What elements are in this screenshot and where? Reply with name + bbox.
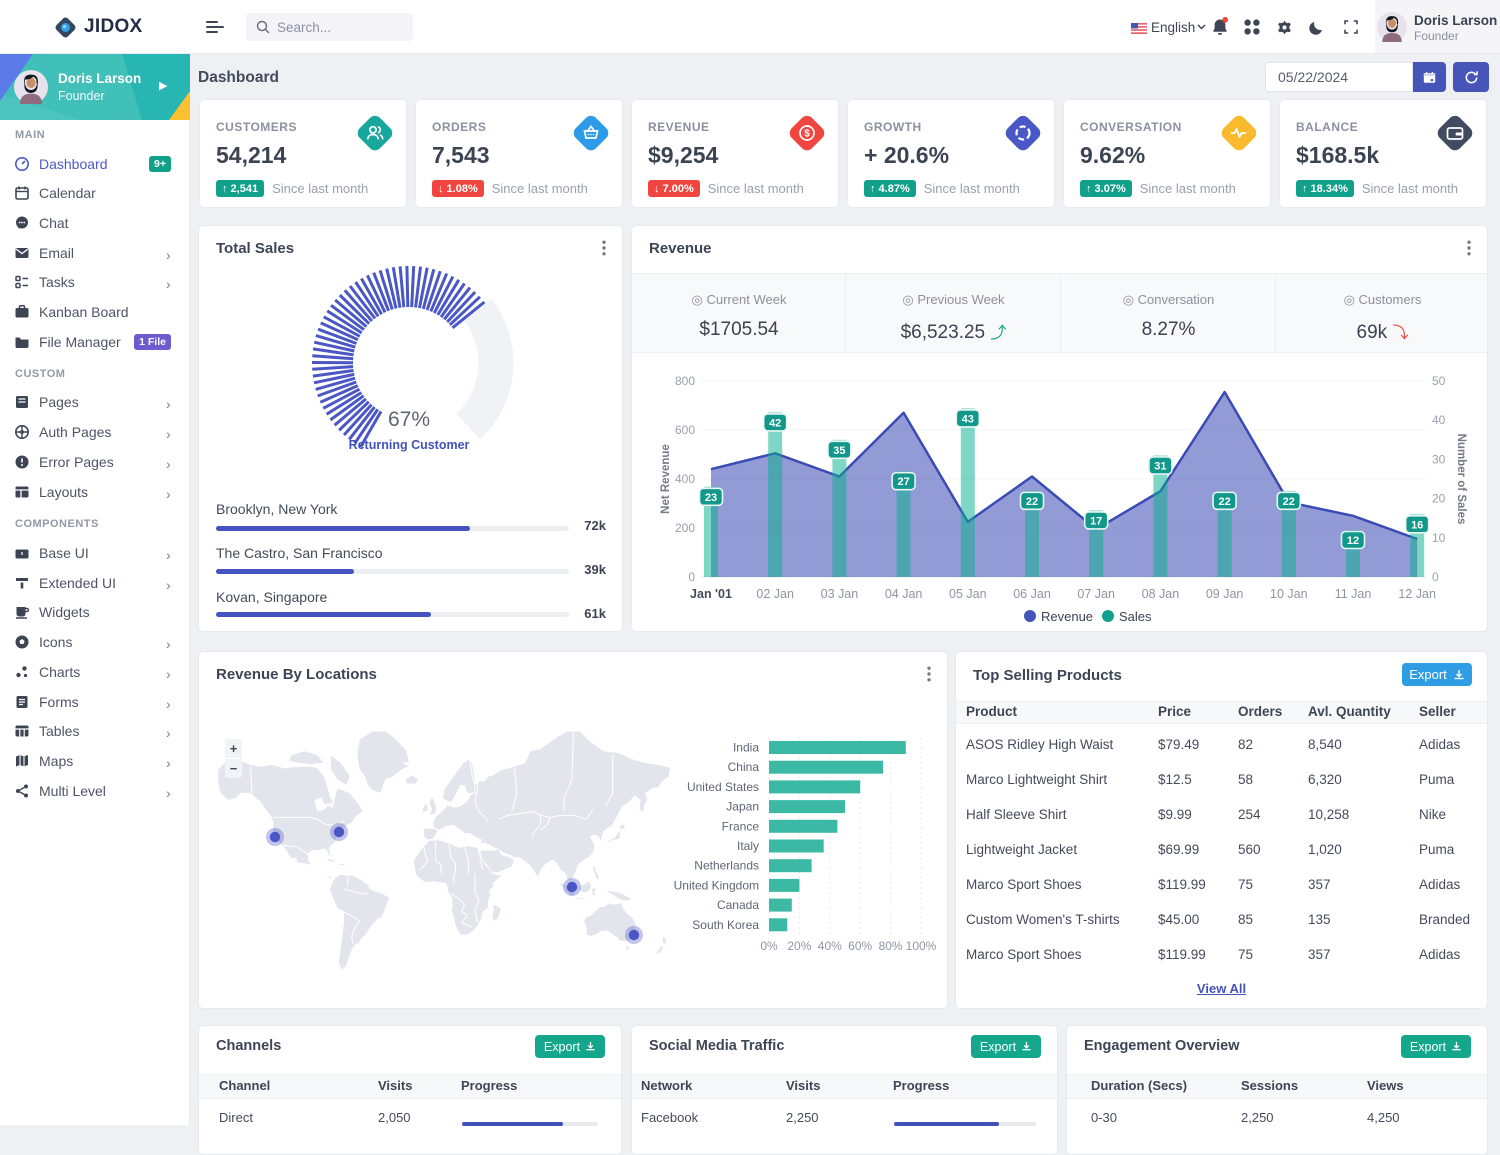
svg-text:600: 600 bbox=[675, 423, 695, 437]
svg-text:200: 200 bbox=[675, 521, 695, 535]
svg-text:France: France bbox=[722, 819, 760, 833]
svg-text:10: 10 bbox=[1432, 531, 1446, 545]
svg-text:Netherlands: Netherlands bbox=[694, 859, 759, 873]
svg-text:12: 12 bbox=[1347, 535, 1359, 547]
svg-text:02 Jan: 02 Jan bbox=[756, 587, 794, 601]
svg-text:17: 17 bbox=[1090, 515, 1102, 527]
svg-text:United Kingdom: United Kingdom bbox=[674, 878, 759, 892]
svg-text:42: 42 bbox=[769, 417, 781, 429]
svg-text:23: 23 bbox=[705, 492, 717, 504]
svg-text:80%: 80% bbox=[879, 939, 903, 953]
svg-text:50: 50 bbox=[1432, 374, 1446, 388]
svg-text:10 Jan: 10 Jan bbox=[1270, 587, 1308, 601]
svg-text:06 Jan: 06 Jan bbox=[1013, 587, 1051, 601]
svg-text:Number of Sales: Number of Sales bbox=[1455, 434, 1467, 525]
svg-text:400: 400 bbox=[675, 472, 695, 486]
svg-text:20%: 20% bbox=[787, 939, 811, 953]
svg-text:Canada: Canada bbox=[717, 898, 759, 912]
svg-text:40%: 40% bbox=[818, 939, 842, 953]
svg-text:$: $ bbox=[804, 129, 810, 140]
svg-text:40: 40 bbox=[1432, 413, 1446, 427]
svg-text:United States: United States bbox=[687, 780, 759, 794]
svg-text:Net Revenue: Net Revenue bbox=[660, 444, 672, 514]
svg-text:12 Jan: 12 Jan bbox=[1398, 587, 1436, 601]
svg-text:30: 30 bbox=[1432, 452, 1446, 466]
svg-text:Jan '01: Jan '01 bbox=[690, 587, 732, 601]
svg-text:35: 35 bbox=[833, 445, 845, 457]
svg-text:800: 800 bbox=[675, 374, 695, 388]
svg-text:India: India bbox=[733, 741, 759, 755]
svg-text:China: China bbox=[728, 760, 760, 774]
svg-text:07 Jan: 07 Jan bbox=[1077, 587, 1115, 601]
svg-text:43: 43 bbox=[962, 413, 974, 425]
svg-text:100%: 100% bbox=[906, 939, 937, 953]
svg-text:South Korea: South Korea bbox=[692, 918, 759, 932]
svg-text:Italy: Italy bbox=[737, 839, 759, 853]
svg-text:60%: 60% bbox=[848, 939, 872, 953]
svg-text:20: 20 bbox=[1432, 492, 1446, 506]
svg-text:08 Jan: 08 Jan bbox=[1142, 587, 1180, 601]
svg-text:22: 22 bbox=[1218, 496, 1230, 508]
svg-text:11 Jan: 11 Jan bbox=[1335, 587, 1372, 601]
svg-text:09 Jan: 09 Jan bbox=[1206, 587, 1244, 601]
svg-text:0: 0 bbox=[688, 570, 695, 584]
svg-text:03 Jan: 03 Jan bbox=[821, 587, 859, 601]
svg-text:22: 22 bbox=[1283, 496, 1295, 508]
svg-text:05 Jan: 05 Jan bbox=[949, 587, 987, 601]
svg-text:Japan: Japan bbox=[726, 800, 759, 814]
svg-text:Sales: Sales bbox=[1119, 609, 1152, 624]
svg-text:04 Jan: 04 Jan bbox=[885, 587, 923, 601]
svg-text:0%: 0% bbox=[760, 939, 778, 953]
svg-text:22: 22 bbox=[1026, 496, 1038, 508]
svg-text:27: 27 bbox=[897, 476, 909, 488]
svg-text:31: 31 bbox=[1154, 461, 1166, 473]
svg-text:Revenue: Revenue bbox=[1041, 609, 1093, 624]
svg-text:0: 0 bbox=[1432, 570, 1439, 584]
svg-text:16: 16 bbox=[1411, 519, 1423, 531]
